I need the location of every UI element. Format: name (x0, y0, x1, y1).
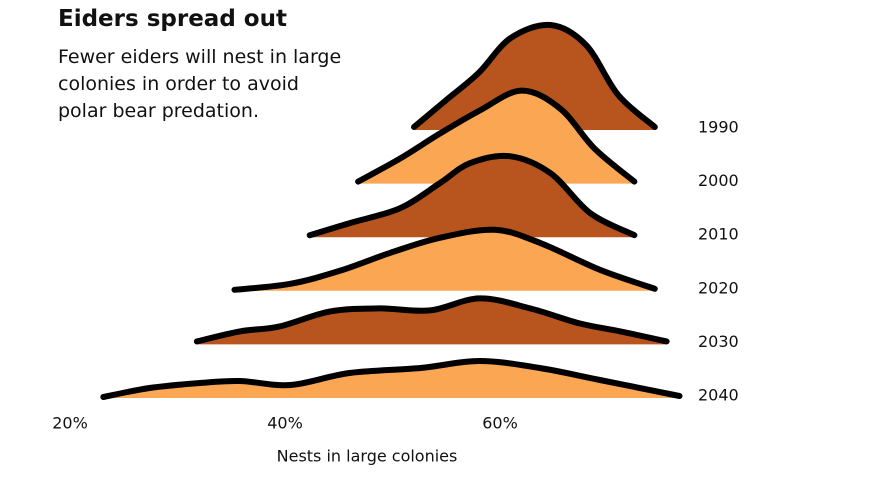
ridge-label: 1990 (698, 118, 739, 137)
x-tick-label: 60% (482, 414, 518, 433)
ridge-line (100, 358, 683, 400)
ridge-label: 2020 (698, 278, 739, 297)
ridge-area (234, 229, 655, 291)
chart-title: Eiders spread out (58, 6, 287, 32)
chart-subtitle: Fewer eiders will nest in large colonies… (58, 46, 342, 122)
ridge-label: 2040 (698, 386, 739, 405)
ridge-line (193, 295, 670, 345)
x-axis-label: Nests in large colonies (277, 447, 458, 466)
ridge-line (306, 152, 638, 239)
ridge-area (414, 24, 655, 130)
ridge-line (411, 21, 658, 130)
ridge-label: 2010 (698, 225, 739, 244)
x-tick-label: 40% (267, 414, 303, 433)
ridge-line (355, 87, 638, 185)
ridge-line (231, 226, 658, 293)
ridge-label: 2030 (698, 332, 739, 351)
ridge-area (196, 298, 667, 345)
ridge-label: 2000 (698, 171, 739, 190)
x-tick-label: 20% (52, 414, 88, 433)
